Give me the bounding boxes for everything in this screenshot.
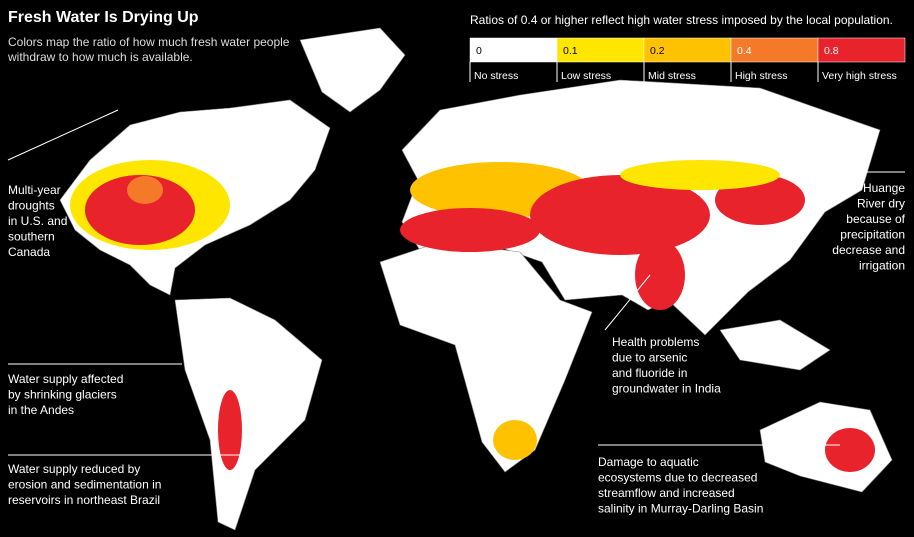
annotation-line: Multi-year <box>8 183 61 197</box>
legend-label: High stress <box>735 70 788 82</box>
stress-area <box>530 175 710 255</box>
south-america <box>174 297 323 531</box>
annotation-line: decrease and <box>832 243 905 257</box>
stress-area <box>825 428 875 472</box>
indonesia <box>719 319 831 371</box>
stress-area <box>635 240 685 310</box>
annotation-line: reservoirs in northeast Brazil <box>8 493 160 507</box>
legend-caption: Ratios of 0.4 or higher reflect high wat… <box>470 13 893 27</box>
annotation-line: groundwater in India <box>612 382 721 396</box>
annotation-line: irrigation <box>859 259 905 273</box>
legend-label: Low stress <box>561 70 611 82</box>
annotation-line: Canada <box>8 245 50 259</box>
annotation-line: because of <box>846 212 905 226</box>
legend-value: 0.8 <box>824 45 839 57</box>
stress-area <box>493 420 537 460</box>
annotation-line: Health problems <box>612 335 699 349</box>
title: Fresh Water Is Drying Up <box>8 9 199 26</box>
subtitle: withdraw to how much is available. <box>7 50 193 64</box>
annotation-line: erosion and sedimentation in <box>8 478 161 492</box>
annotation-line: in U.S. and <box>8 214 67 228</box>
legend-swatch <box>643 37 732 63</box>
legend-swatch <box>730 37 819 63</box>
leader-lines <box>7 109 905 456</box>
greenland <box>299 27 406 113</box>
annotation-line: southern <box>8 230 55 244</box>
annotation-line: by shrinking glaciers <box>8 388 117 402</box>
legend-swatch <box>469 37 558 63</box>
annotation-line: River dry <box>857 197 905 211</box>
annotation-line: salinity in Murray-Darling Basin <box>598 502 763 516</box>
legend-swatch <box>817 37 906 63</box>
annotation-line: and fluoride in <box>612 366 687 380</box>
legend-label: Mid stress <box>648 70 696 82</box>
stress-area <box>127 176 163 204</box>
leader-line <box>604 274 651 331</box>
annotation-line: streamflow and increased <box>598 486 735 500</box>
legend: 0 No stress 0.1 Low stress 0.2 Mid stress 0.4 H… <box>469 37 906 82</box>
leader-line <box>7 109 119 161</box>
legend-value: 0.2 <box>650 45 665 57</box>
annotation-line: droughts <box>8 199 55 213</box>
annotation-line: due to arsenic <box>612 351 687 365</box>
africa <box>379 241 593 473</box>
leader-line <box>8 409 301 456</box>
legend-value: 0 <box>476 45 482 57</box>
annotation-line: Water supply affected <box>8 372 123 386</box>
annotation-line: in the Andes <box>8 403 74 417</box>
stress-overlay <box>70 160 875 472</box>
annotation-line: precipitation <box>840 228 905 242</box>
map <box>59 27 893 531</box>
annotation-line: Damage to aquatic <box>598 455 699 469</box>
legend-label: No stress <box>474 70 518 82</box>
subtitle: Colors map the ratio of how much fresh w… <box>8 35 290 49</box>
stress-area <box>620 160 780 190</box>
annotation-line: Water supply reduced by <box>8 462 140 476</box>
annotation-line: Huange <box>863 181 905 195</box>
annotation-line: ecosystems due to decreased <box>598 471 757 485</box>
legend-label: Very high stress <box>822 70 897 82</box>
stress-area <box>85 175 195 245</box>
stress-area <box>400 208 540 252</box>
legend-value: 0.1 <box>563 45 578 57</box>
legend-value: 0.4 <box>737 45 752 57</box>
stress-area <box>218 390 242 470</box>
